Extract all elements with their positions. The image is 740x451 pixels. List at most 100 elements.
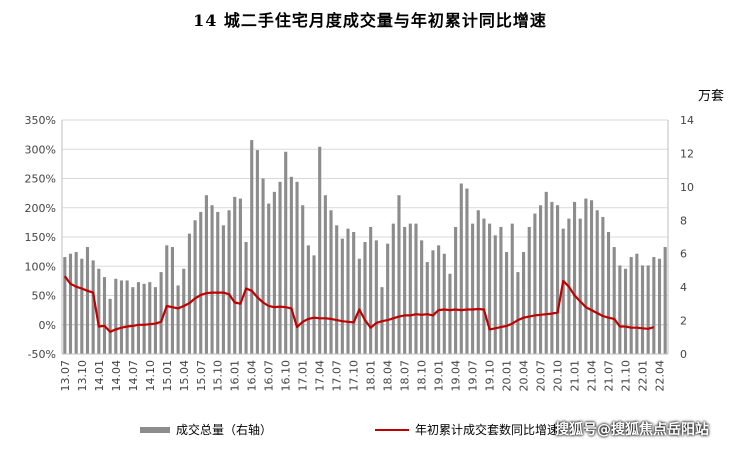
volume-bar [391,223,395,354]
volume-bar [318,146,322,354]
volume-bar [216,211,220,354]
volume-bar [527,226,531,354]
x-tick-label: 18.10 [416,360,429,392]
volume-bar [499,226,503,354]
x-tick-label: 20.04 [518,360,531,392]
x-tick-label: 14.01 [93,360,106,392]
volume-bar [408,223,412,354]
left-tick-label: 150% [25,231,56,244]
x-tick-label: 15.10 [212,360,225,392]
x-tick-label: 17.07 [331,360,344,392]
right-tick-label: 8 [680,214,687,227]
left-tick-label: 350% [25,114,56,127]
volume-bar [187,233,191,354]
volume-bar [652,257,656,354]
volume-bar [267,203,271,354]
volume-bar [182,268,186,354]
volume-bar [465,188,469,354]
volume-bar [442,253,446,354]
chart-title: 14 城二手住宅月度成交量与年初累计同比增速 [193,11,547,30]
volume-bar [244,242,248,354]
volume-bar [539,205,543,354]
x-tick-label: 15.07 [195,360,208,392]
volume-bar [572,201,577,354]
volume-bar [204,195,208,354]
volume-bar [278,181,282,354]
x-tick-label: 18.04 [382,360,395,392]
legend-item-volume: 成交总量（右轴） [140,421,272,438]
volume-bar [612,247,616,354]
volume-bar [312,255,316,354]
x-tick-label: 19.10 [484,360,497,392]
x-tick-label: 20.07 [535,360,548,392]
volume-bar [544,191,548,354]
volume-bar [493,235,497,354]
left-tick-label: 200% [25,202,56,215]
volume-bar [663,247,667,354]
volume-bar [640,265,645,354]
right-tick-label: 2 [680,315,687,328]
right-tick-label: 4 [680,281,687,294]
x-tick-label: 21.01 [569,360,582,392]
volume-bar [306,245,310,354]
volume-bar [454,226,458,354]
volume-bar [346,228,350,354]
x-tick-label: 14.07 [127,360,140,392]
volume-bar [629,257,633,354]
volume-bar [255,150,259,354]
left-tick-label: 250% [25,173,56,186]
volume-bar [159,272,163,354]
volume-bar [301,205,305,354]
volume-bar [210,205,214,354]
volume-bar [397,195,401,354]
x-tick-label: 21.04 [586,360,599,392]
x-tick-label: 18.07 [399,360,412,392]
volume-bar [176,285,180,354]
volume-bar [68,253,73,354]
x-tick-label: 22.01 [637,360,650,392]
legend-swatch-line [375,428,409,431]
volume-bar [148,282,152,354]
volume-bar [448,273,452,354]
volume-bar [533,213,537,354]
volume-bar [618,265,622,354]
volume-bar [289,176,293,354]
volume-bar [488,223,492,354]
left-tick-label: 50% [32,290,56,303]
volume-bar [657,258,662,354]
watermark: 搜狐号@搜狐焦点岳阳站 [555,422,709,438]
volume-bar [369,226,373,354]
volume-bar [335,225,339,354]
volume-bar [425,262,429,354]
volume-bar [584,198,588,354]
volume-bar [131,287,135,354]
volume-bar [221,225,225,354]
volume-bar [403,226,407,354]
x-tick-label: 21.07 [603,360,616,392]
volume-bar [170,247,174,354]
volume-bar [142,283,146,354]
volume-bar [522,252,526,354]
volume-bar [199,211,203,354]
right-tick-label: 12 [680,147,694,160]
legend-label-growth: 年初累计成交套数同比增速 [415,423,560,437]
volume-bar [80,258,84,354]
volume-bar [471,223,475,354]
x-tick-label: 14.10 [144,360,157,392]
volume-bar [646,265,650,354]
volume-bar [459,183,463,354]
right-tick-label: 14 [680,114,694,127]
x-tick-label: 19.01 [433,360,446,392]
volume-bar [374,240,378,354]
volume-bar [505,252,509,354]
line-series [63,275,655,333]
volume-bar [516,272,520,354]
x-tick-label: 19.04 [450,360,463,392]
volume-bar [556,205,560,354]
volume-bar [386,243,390,354]
x-tick-label: 17.01 [297,360,310,392]
volume-bar [606,231,611,354]
volume-bar [595,210,599,354]
volume-bar [227,210,231,354]
x-tick-label: 15.04 [178,360,191,392]
